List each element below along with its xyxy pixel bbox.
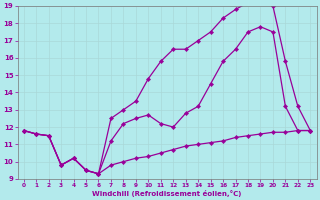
- X-axis label: Windchill (Refroidissement éolien,°C): Windchill (Refroidissement éolien,°C): [92, 190, 242, 197]
